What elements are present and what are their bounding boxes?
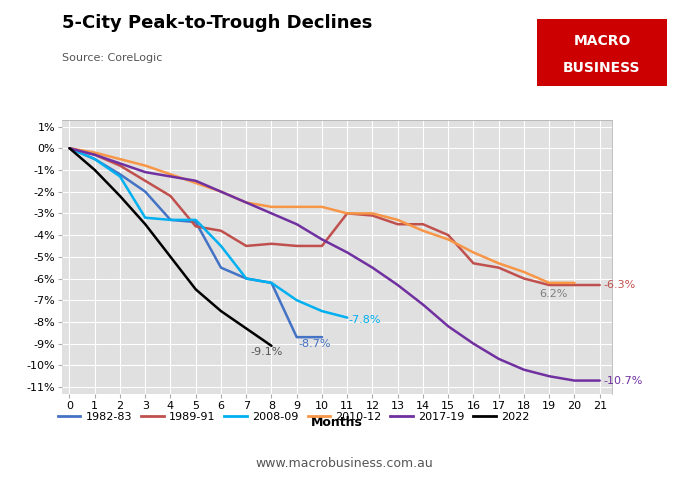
Text: -10.7%: -10.7% <box>603 375 643 385</box>
Text: -8.7%: -8.7% <box>298 339 330 348</box>
Text: 6.2%: 6.2% <box>539 288 568 299</box>
X-axis label: Months: Months <box>311 416 363 429</box>
Legend: 1982-83, 1989-91, 2008-09, 2010-12, 2017-19, 2022: 1982-83, 1989-91, 2008-09, 2010-12, 2017… <box>54 408 534 426</box>
Text: 5-City Peak-to-Trough Declines: 5-City Peak-to-Trough Declines <box>62 14 372 33</box>
Text: MACRO: MACRO <box>573 34 631 48</box>
Text: www.macrobusiness.com.au: www.macrobusiness.com.au <box>255 457 433 470</box>
Text: -7.8%: -7.8% <box>349 315 381 325</box>
Text: BUSINESS: BUSINESS <box>563 60 641 74</box>
Text: Source: CoreLogic: Source: CoreLogic <box>62 53 162 63</box>
Text: -6.3%: -6.3% <box>603 280 636 290</box>
Text: -9.1%: -9.1% <box>250 348 282 357</box>
